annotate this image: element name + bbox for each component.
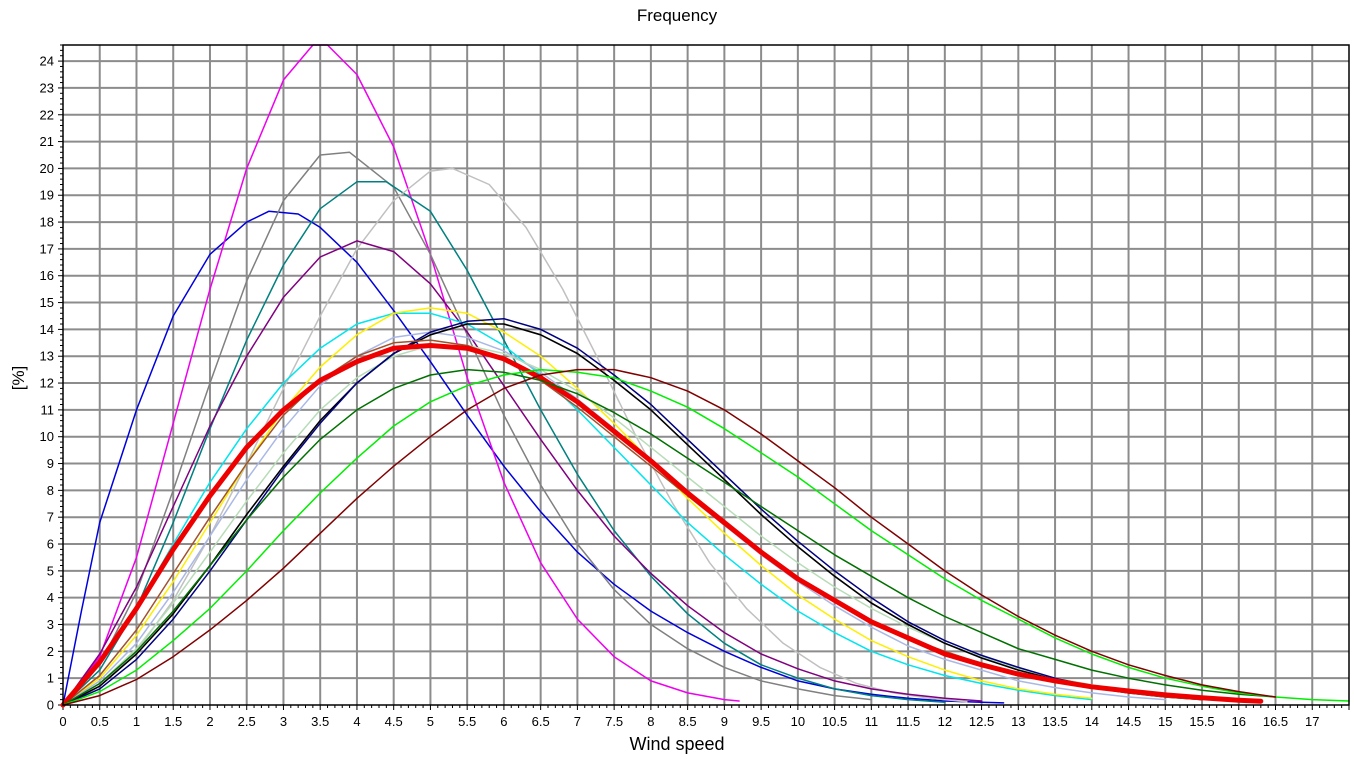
- x-tick-label: 1.5: [164, 714, 182, 729]
- x-tick-label: 13: [1011, 714, 1025, 729]
- y-tick-label: 11: [41, 402, 55, 417]
- y-tick-label: 8: [47, 483, 54, 498]
- x-tick-label: 7: [574, 714, 581, 729]
- x-tick-label: 16: [1232, 714, 1246, 729]
- y-tick-label: 17: [40, 241, 54, 256]
- series-line-10: [62, 344, 1167, 706]
- series-line-11: [62, 323, 1203, 706]
- x-tick-label: 8: [647, 714, 654, 729]
- x-tick-label: 17: [1305, 714, 1319, 729]
- x-tick-label: 9.5: [752, 714, 770, 729]
- series-line-12: [62, 317, 1203, 706]
- y-tick-label: 16: [40, 268, 54, 283]
- series-line-4: [62, 181, 946, 706]
- x-tick-label: 6.5: [532, 714, 550, 729]
- y-tick-label: 7: [47, 510, 54, 525]
- x-tick-label: 4.5: [385, 714, 403, 729]
- y-tick-label: 20: [40, 161, 54, 176]
- x-tick-label: 13.5: [1042, 714, 1067, 729]
- series-line-17: [62, 368, 1277, 706]
- y-tick-label: 9: [47, 456, 54, 471]
- series-line-2: [62, 44, 740, 706]
- x-tick-label: 5.5: [458, 714, 476, 729]
- series-line-16: [62, 368, 1350, 706]
- y-tick-label: 5: [47, 563, 54, 578]
- y-tick-label: 2: [47, 644, 54, 659]
- y-tick-label: 4: [47, 590, 54, 605]
- x-tick-label: 11: [865, 714, 879, 729]
- x-tick-label: 11.5: [896, 714, 920, 729]
- y-tick-label: 6: [47, 537, 54, 552]
- x-tick-label: 6: [500, 714, 507, 729]
- x-tick-label: 14.5: [1116, 714, 1141, 729]
- x-tick-label: 16.5: [1263, 714, 1288, 729]
- y-tick-label: 19: [40, 188, 54, 203]
- x-tick-label: 12.5: [969, 714, 994, 729]
- x-tick-label: 3: [280, 714, 287, 729]
- y-tick-label: 12: [40, 376, 54, 391]
- x-tick-label: 1: [133, 714, 140, 729]
- y-tick-label: 13: [40, 349, 54, 364]
- x-tick-label: 3.5: [311, 714, 329, 729]
- x-tick-label: 10: [791, 714, 805, 729]
- x-tick-label: 5: [427, 714, 434, 729]
- series-line-15: [62, 368, 1277, 706]
- series-line-1: [62, 210, 1005, 706]
- x-tick-label: 2.5: [238, 714, 256, 729]
- y-tick-label: 23: [40, 80, 54, 95]
- x-tick-label: 15: [1158, 714, 1172, 729]
- y-tick-label: 18: [40, 215, 54, 230]
- y-tick-label: 15: [40, 295, 54, 310]
- series-line-6: [62, 240, 983, 706]
- x-tick-label: 7.5: [605, 714, 623, 729]
- x-tick-label: 2: [206, 714, 213, 729]
- x-tick-label: 9: [721, 714, 728, 729]
- y-tick-label: 1: [47, 671, 54, 686]
- chart-title: Frequency: [636, 6, 718, 25]
- x-tick-label: 0: [59, 714, 66, 729]
- series-line-14: [60, 343, 1264, 708]
- series-line-7: [62, 312, 1093, 706]
- y-tick-label: 24: [40, 54, 54, 69]
- x-tick-label: 12: [938, 714, 952, 729]
- x-tick-label: 14: [1085, 714, 1099, 729]
- x-tick-label: 8.5: [679, 714, 697, 729]
- plot-frame: [62, 44, 1350, 706]
- series-line-8: [62, 307, 1093, 706]
- series-line-3: [62, 151, 873, 706]
- x-tick-label: 15.5: [1189, 714, 1214, 729]
- x-tick-label: 0.5: [91, 714, 109, 729]
- y-tick-label: 21: [40, 134, 54, 149]
- series-line-5: [62, 167, 968, 706]
- x-axis-label: Wind speed: [629, 734, 725, 754]
- y-tick-label: 0: [47, 698, 54, 713]
- y-tick-label: 14: [40, 322, 54, 337]
- y-tick-label: 22: [40, 107, 54, 122]
- x-tick-label: 4: [353, 714, 360, 729]
- y-tick-label: 10: [40, 429, 54, 444]
- x-tick-label: 10.5: [822, 714, 847, 729]
- y-tick-label: 3: [47, 617, 54, 632]
